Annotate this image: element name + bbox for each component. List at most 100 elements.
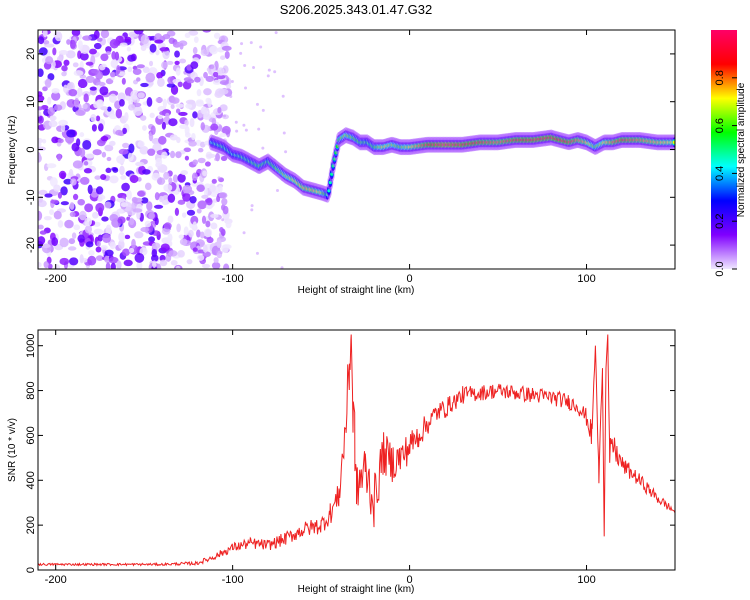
noise-blob [181, 212, 187, 218]
noise-blob [166, 60, 174, 65]
noise-blob [100, 30, 110, 39]
noise-blob [149, 60, 154, 67]
noise-blob [119, 165, 125, 176]
noise-blob [95, 115, 101, 122]
noise-blob [105, 78, 114, 85]
noise-blob [72, 62, 79, 68]
noise-blob [61, 65, 68, 72]
noise-blob [255, 102, 259, 106]
noise-blob [137, 92, 145, 99]
noise-blob [177, 173, 186, 183]
noise-blob [242, 231, 246, 235]
noise-blob [51, 91, 61, 101]
noise-blob [219, 251, 223, 255]
noise-blob [242, 123, 246, 127]
noise-blob [93, 42, 102, 50]
noise-blob [154, 192, 160, 201]
noise-blob [53, 210, 62, 220]
noise-blob [109, 140, 116, 147]
noise-blob [52, 47, 57, 56]
noise-blob [219, 132, 227, 138]
noise-blob [120, 175, 127, 180]
noise-blob [117, 216, 126, 224]
noise-blob [282, 131, 286, 135]
noise-blob [156, 177, 166, 185]
noise-blob [179, 124, 189, 129]
colorbar-tick-label: 0.4 [714, 166, 726, 181]
noise-blob [223, 263, 230, 269]
noise-blob [140, 34, 150, 45]
noise-blob [118, 148, 129, 155]
noise-blob [49, 209, 55, 215]
noise-blob [184, 32, 191, 39]
noise-blob [250, 204, 254, 208]
noise-blob [96, 37, 103, 42]
spectrogram-y-tick-label: 10 [25, 96, 37, 108]
noise-blob [97, 196, 103, 202]
noise-blob [158, 135, 167, 145]
noise-blob [176, 223, 181, 233]
colorbar-label: Normalized spectral amplitude [736, 82, 747, 217]
noise-blob [123, 259, 133, 267]
noise-blob [281, 94, 285, 98]
noise-blob [204, 229, 212, 238]
noise-blob [41, 243, 51, 248]
noise-blob [132, 68, 142, 75]
noise-blob [51, 88, 60, 94]
noise-blob [95, 71, 104, 80]
noise-blob [217, 67, 225, 76]
noise-blob [221, 45, 232, 51]
noise-blob [174, 207, 180, 217]
noise-blob [219, 104, 228, 112]
noise-blob [209, 45, 219, 55]
noise-blob [43, 40, 50, 45]
noise-blob [45, 43, 55, 48]
noise-blob [132, 102, 142, 108]
noise-blob [122, 127, 127, 135]
noise-blob [89, 86, 98, 91]
noise-blob [177, 81, 183, 88]
noise-blob [224, 50, 230, 59]
noise-blob [177, 199, 186, 205]
noise-blob [43, 261, 49, 269]
noise-blob [96, 240, 101, 247]
noise-blob [209, 184, 217, 193]
noise-blob [104, 249, 114, 257]
noise-blob [229, 95, 233, 99]
noise-blob [211, 261, 221, 269]
noise-blob [136, 64, 145, 69]
noise-blob [161, 121, 166, 130]
noise-blob [202, 244, 208, 253]
noise-blob [168, 250, 178, 257]
noise-blob [168, 177, 173, 185]
noise-blob [117, 208, 124, 214]
noise-blob [135, 161, 145, 167]
noise-blob [154, 39, 164, 44]
noise-blob [203, 71, 208, 79]
noise-blob [104, 144, 114, 152]
noise-blob [196, 89, 202, 97]
noise-blob [221, 198, 228, 206]
noise-blob [191, 132, 196, 141]
noise-blob [128, 143, 135, 154]
noise-blob [77, 40, 83, 51]
noise-blob [87, 255, 97, 266]
noise-blob [183, 226, 189, 236]
noise-blob [77, 198, 86, 206]
noise-blob [95, 246, 102, 253]
noise-blob [59, 237, 69, 248]
noise-blob [206, 237, 214, 244]
noise-blob [130, 89, 140, 100]
noise-blob [90, 113, 97, 122]
noise-blob [189, 117, 195, 128]
noise-blob [115, 108, 123, 119]
noise-blob [220, 155, 228, 162]
noise-blob [149, 43, 157, 53]
noise-blob [117, 92, 126, 102]
noise-blob [139, 145, 149, 155]
noise-blob [100, 135, 109, 142]
noise-blob [218, 88, 229, 95]
noise-blob [146, 201, 153, 211]
